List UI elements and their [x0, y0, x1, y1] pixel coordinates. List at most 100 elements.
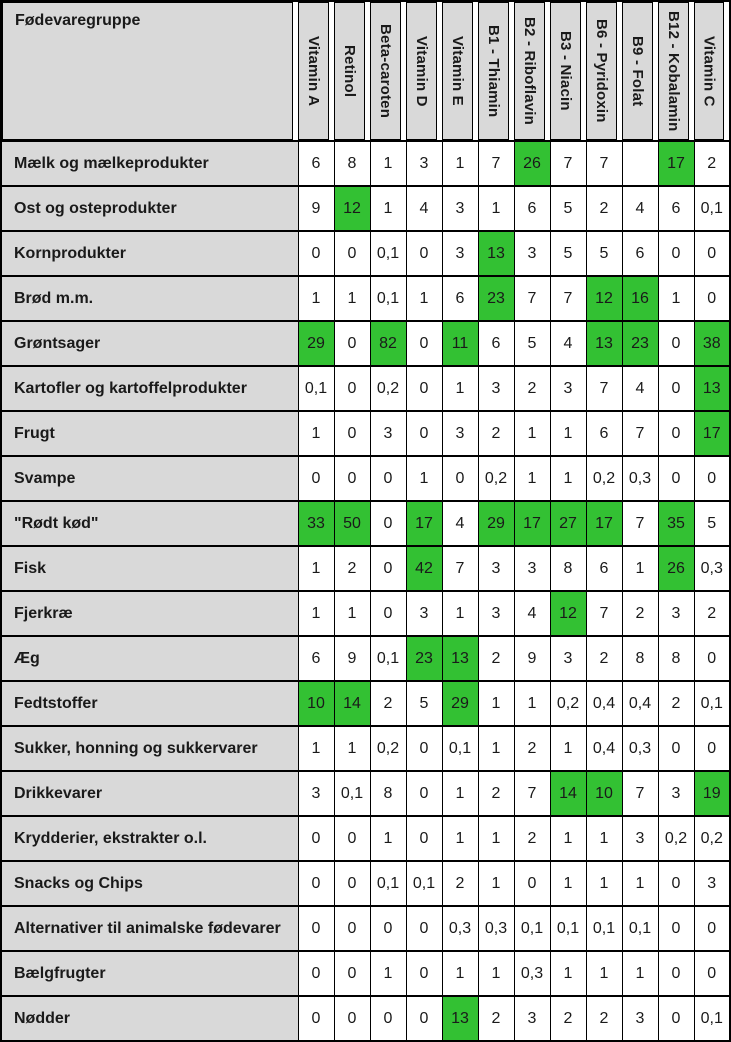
value-cell-highlighted: 23 — [477, 275, 515, 322]
column-header-cell: Vitamin D — [406, 1, 442, 142]
row-label: Grøntsager — [0, 320, 299, 367]
value-cell-highlighted: 12 — [549, 590, 587, 637]
value-cell: 0,4 — [585, 680, 623, 727]
row-label: Svampe — [0, 455, 299, 502]
value-cell: 0 — [333, 905, 371, 952]
value-cell: 0 — [369, 455, 407, 502]
value-cell-highlighted: 33 — [297, 500, 335, 547]
value-cell: 0,2 — [369, 725, 407, 772]
value-cell: 0 — [297, 230, 335, 277]
column-header-label: Vitamin E — [449, 36, 466, 106]
value-cell: 7 — [513, 770, 551, 817]
value-cell: 0,2 — [585, 455, 623, 502]
value-cell: 0 — [369, 995, 407, 1042]
value-cell-highlighted: 23 — [621, 320, 659, 367]
value-cell-highlighted: 10 — [297, 680, 335, 727]
value-cell-highlighted: 13 — [477, 230, 515, 277]
value-cell: 1 — [297, 725, 335, 772]
value-cell: 8 — [657, 635, 695, 682]
value-cell: 1 — [549, 950, 587, 997]
value-cell: 5 — [405, 680, 443, 727]
table-row: Snacks og Chips 0 0 0,1 0,1 2 1 0 1 1 1 0 3 — [0, 860, 731, 907]
row-label: Bælgfrugter — [0, 950, 299, 997]
value-cell: 0 — [657, 995, 695, 1042]
value-cell: 1 — [441, 590, 479, 637]
value-cell: 1 — [477, 680, 515, 727]
column-header-cell: Beta-caroten — [370, 1, 406, 142]
value-cell-highlighted: 35 — [657, 500, 695, 547]
value-cell: 1 — [477, 950, 515, 997]
value-cell: 0 — [657, 950, 695, 997]
value-cell — [621, 140, 659, 187]
column-header-box: B6 - Pyridoxin — [586, 2, 617, 140]
value-cell-highlighted: 29 — [297, 320, 335, 367]
value-cell: 2 — [369, 680, 407, 727]
value-cell: 0 — [333, 365, 371, 412]
row-label: Alternativer til animalske fødevarer — [0, 905, 299, 952]
column-header-box: B12 - Kobalamin — [658, 2, 689, 140]
table-row: Grøntsager 29 0 82 0 11 6 5 4 13 23 0 38 — [0, 320, 731, 367]
value-cell: 2 — [693, 140, 731, 187]
value-cell: 0 — [405, 770, 443, 817]
value-cell: 2 — [585, 185, 623, 232]
value-cell: 1 — [513, 680, 551, 727]
value-cell: 1 — [513, 410, 551, 457]
value-cell: 4 — [405, 185, 443, 232]
row-label: Fjerkræ — [0, 590, 299, 637]
value-cell: 0,2 — [369, 365, 407, 412]
value-cell: 3 — [477, 545, 515, 592]
value-cell-highlighted: 13 — [585, 320, 623, 367]
value-cell-highlighted: 29 — [441, 680, 479, 727]
value-cell: 4 — [549, 320, 587, 367]
value-cell: 2 — [477, 410, 515, 457]
value-cell-highlighted: 19 — [693, 770, 731, 817]
value-cell-highlighted: 13 — [693, 365, 731, 412]
value-cell: 4 — [621, 185, 659, 232]
value-cell: 0,1 — [621, 905, 659, 952]
value-cell-highlighted: 17 — [657, 140, 695, 187]
value-cell: 1 — [441, 365, 479, 412]
value-cell: 3 — [441, 185, 479, 232]
row-label: Brød m.m. — [0, 275, 299, 322]
table-row: Mælk og mælkeprodukter 6 8 1 3 1 7 26 7 7 17 2 — [0, 140, 731, 187]
value-cell: 0 — [693, 905, 731, 952]
value-cell: 1 — [441, 770, 479, 817]
column-header-box: Vitamin A — [298, 2, 329, 140]
row-label: Nødder — [0, 995, 299, 1042]
value-cell: 0 — [405, 230, 443, 277]
value-cell: 1 — [405, 455, 443, 502]
value-cell-highlighted: 13 — [441, 995, 479, 1042]
value-cell: 2 — [549, 995, 587, 1042]
value-cell: 1 — [585, 860, 623, 907]
value-cell: 0,2 — [657, 815, 695, 862]
row-label: Kornprodukter — [0, 230, 299, 277]
column-header-label: B3 - Niacin — [557, 31, 574, 111]
column-header-box: B9 - Folat — [622, 2, 653, 140]
row-label: Mælk og mælkeprodukter — [0, 140, 299, 187]
row-label: Frugt — [0, 410, 299, 457]
value-cell: 0,1 — [297, 365, 335, 412]
value-cell: 3 — [621, 995, 659, 1042]
value-cell: 0 — [333, 950, 371, 997]
row-label: Fedtstoffer — [0, 680, 299, 727]
value-cell-highlighted: 50 — [333, 500, 371, 547]
table-row: Alternativer til animalske fødevarer 0 0 0 0… — [0, 905, 731, 952]
value-cell: 1 — [369, 815, 407, 862]
value-cell: 3 — [405, 140, 443, 187]
column-header-cell: Vitamin E — [442, 1, 478, 142]
value-cell: 8 — [549, 545, 587, 592]
value-cell: 2 — [333, 545, 371, 592]
value-cell: 6 — [477, 320, 515, 367]
value-cell: 3 — [477, 590, 515, 637]
value-cell: 2 — [441, 860, 479, 907]
value-cell: 6 — [441, 275, 479, 322]
column-header-box: Vitamin D — [406, 2, 437, 140]
value-cell: 4 — [441, 500, 479, 547]
value-cell: 0 — [657, 860, 695, 907]
value-cell: 1 — [369, 140, 407, 187]
value-cell: 3 — [549, 365, 587, 412]
value-cell: 0,3 — [513, 950, 551, 997]
value-cell: 6 — [657, 185, 695, 232]
value-cell: 1 — [297, 590, 335, 637]
value-cell-highlighted: 12 — [333, 185, 371, 232]
